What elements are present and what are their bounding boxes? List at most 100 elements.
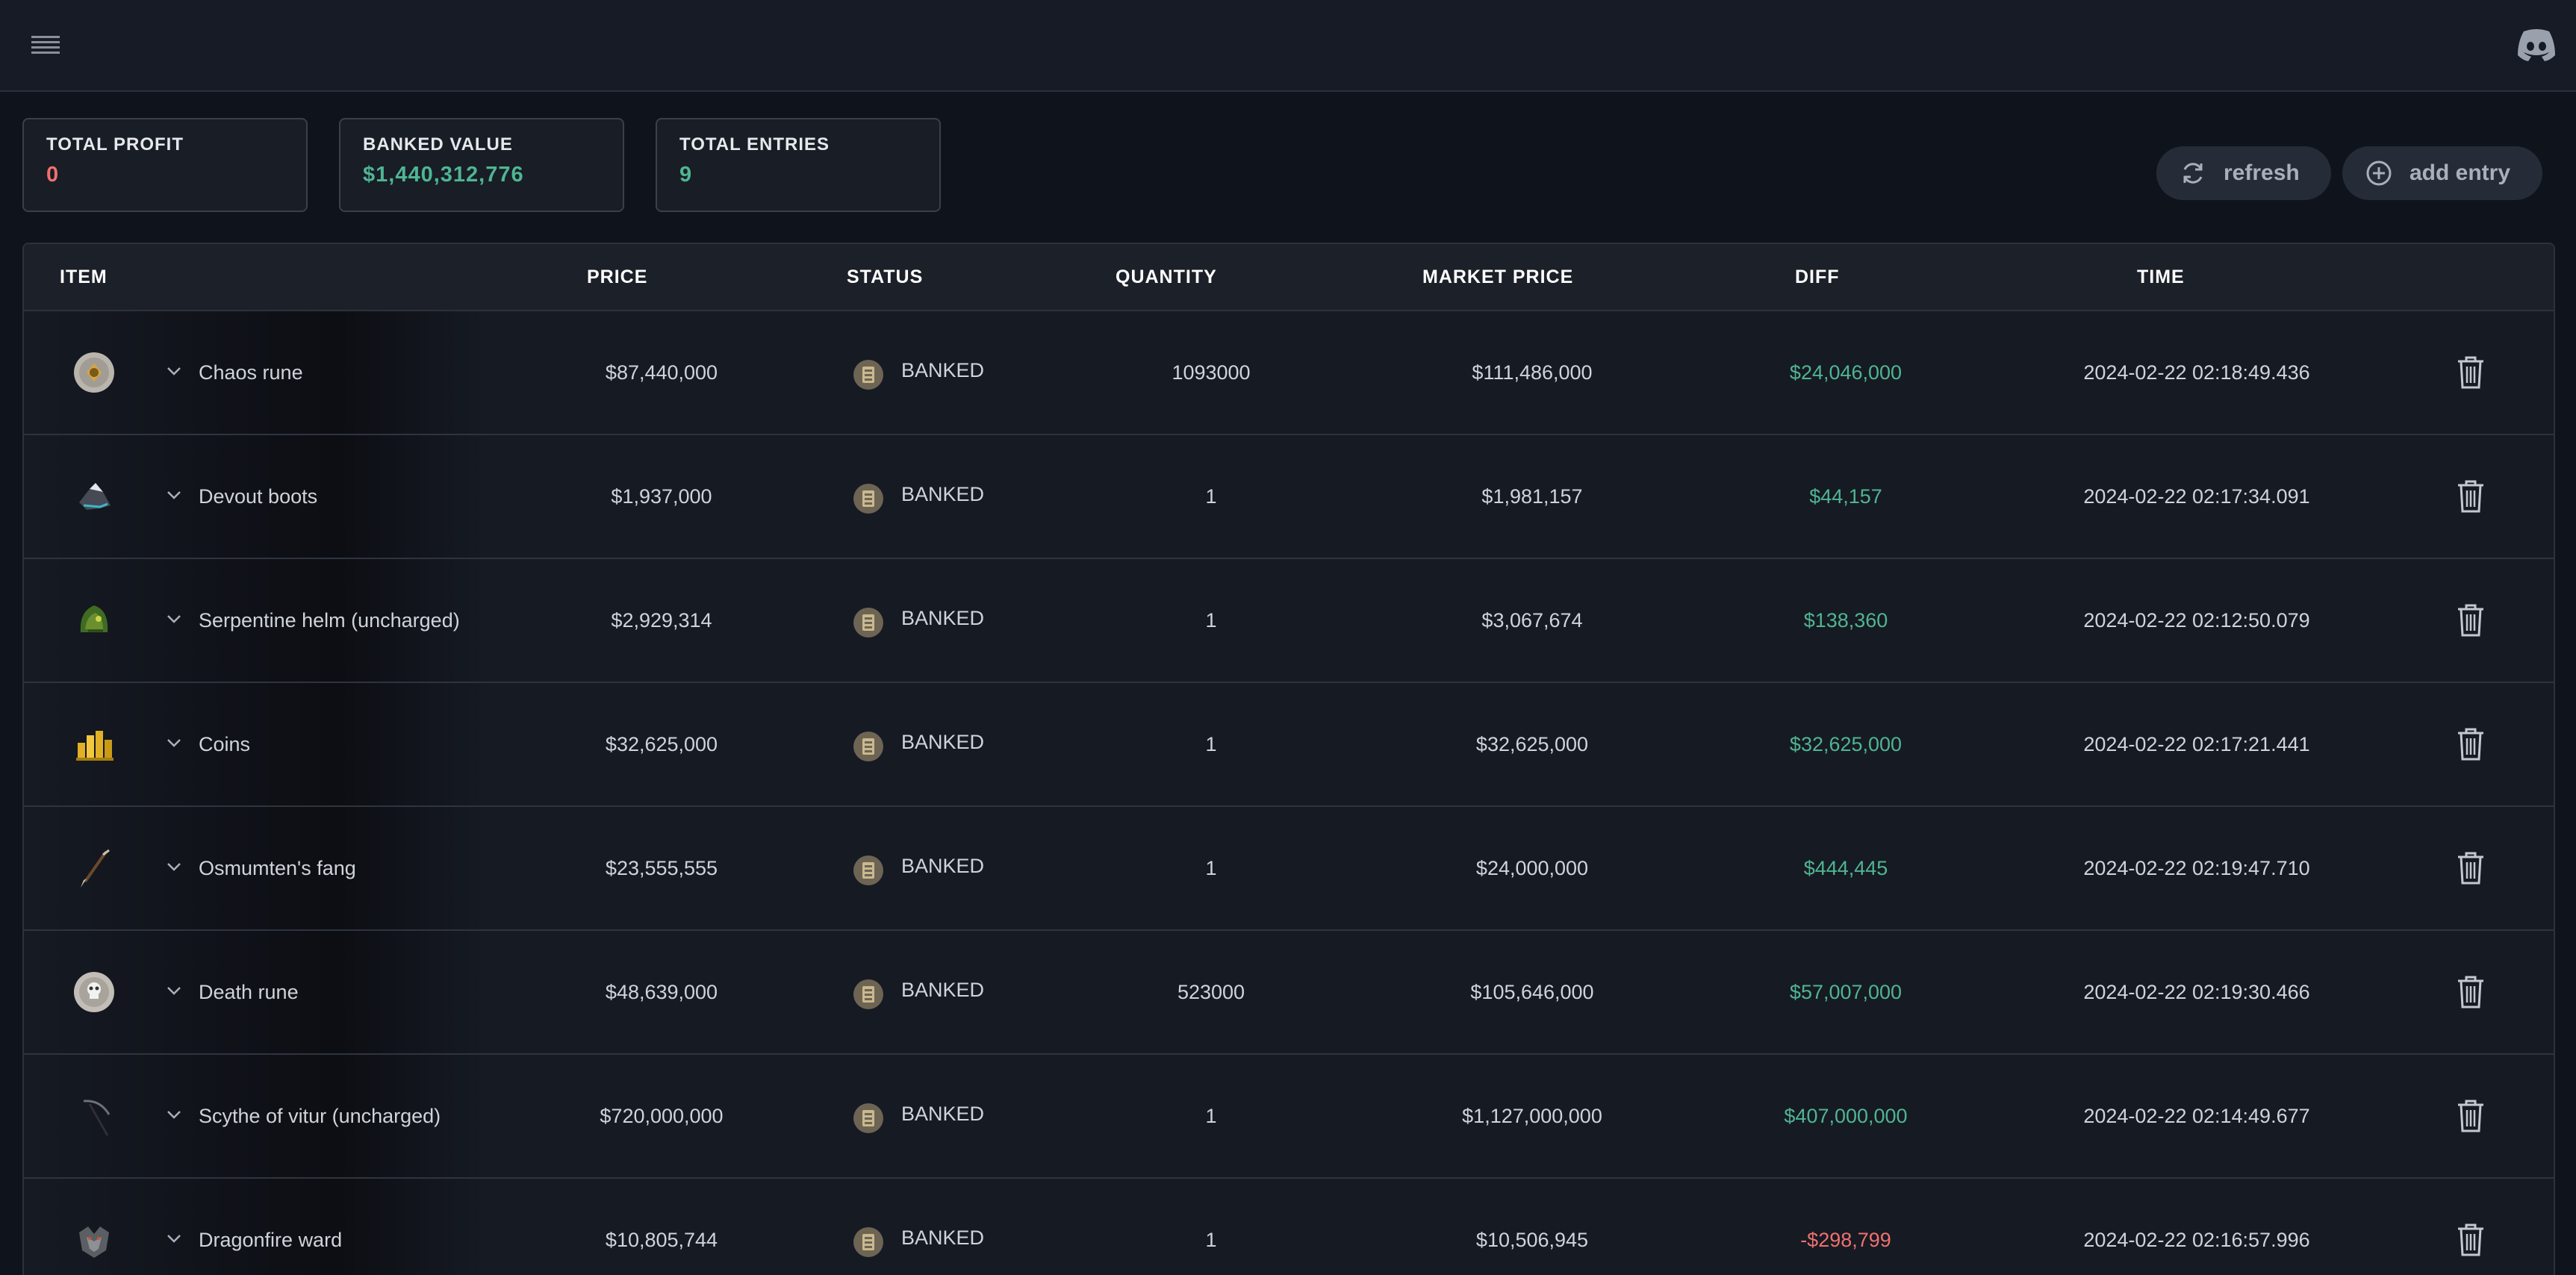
table-row[interactable]: Scythe of vitur (uncharged) $720,000,000… — [24, 1055, 2554, 1179]
price-cell: $87,440,000 — [605, 361, 718, 384]
chevron-down-icon[interactable] — [166, 738, 182, 748]
trash-icon[interactable] — [2455, 478, 2486, 514]
diff-cell: $407,000,000 — [1784, 1105, 1908, 1127]
total-entries-card: TOTAL ENTRIES 9 — [656, 118, 941, 212]
status-badge: BANKED — [901, 483, 985, 505]
quantity-cell: 1 — [1205, 1105, 1217, 1127]
trash-icon[interactable] — [2455, 355, 2486, 390]
devout-boots-icon — [70, 473, 118, 520]
header-price[interactable]: PRICE — [587, 266, 648, 287]
quantity-cell: 1 — [1205, 609, 1217, 632]
status-badge: BANKED — [901, 607, 985, 629]
refresh-button[interactable]: refresh — [2156, 146, 2331, 200]
trash-icon[interactable] — [2455, 1098, 2486, 1134]
bank-icon — [853, 855, 883, 885]
item-name: Death rune — [199, 981, 299, 1003]
table-row[interactable]: Dragonfire ward $10,805,744 BANKED 1 $10… — [24, 1179, 2554, 1275]
table-row[interactable]: Coins $32,625,000 BANKED 1 $32,625,000 $… — [24, 683, 2554, 807]
diff-cell: -$298,799 — [1800, 1229, 1891, 1251]
status-badge: BANKED — [901, 855, 985, 877]
bank-icon — [853, 608, 883, 638]
chevron-down-icon[interactable] — [166, 366, 182, 376]
header-quantity[interactable]: QUANTITY — [1116, 266, 1217, 287]
price-cell: $32,625,000 — [605, 733, 718, 755]
refresh-icon — [2183, 163, 2203, 184]
chevron-down-icon[interactable] — [166, 1233, 182, 1244]
market-price-cell: $1,127,000,000 — [1462, 1105, 1602, 1127]
market-price-cell: $10,506,945 — [1475, 1229, 1589, 1251]
price-cell: $1,937,000 — [611, 485, 712, 508]
trash-icon[interactable] — [2455, 602, 2486, 638]
market-price-cell: $111,486,000 — [1472, 361, 1593, 384]
death-rune-icon — [70, 968, 118, 1016]
chevron-down-icon[interactable] — [166, 861, 182, 872]
item-name: Chaos rune — [199, 361, 303, 384]
table-row[interactable]: Osmumten's fang $23,555,555 BANKED 1 $24… — [24, 807, 2554, 931]
total-profit-card: TOTAL PROFIT 0 — [22, 118, 308, 212]
table-row[interactable]: Devout boots $1,937,000 BANKED 1 $1,981,… — [24, 435, 2554, 559]
bank-icon — [853, 360, 883, 390]
item-name: Serpentine helm (uncharged) — [199, 609, 460, 632]
item-name: Dragonfire ward — [199, 1229, 343, 1251]
trash-icon[interactable] — [2455, 1222, 2486, 1258]
header-diff[interactable]: DIFF — [1795, 266, 1840, 287]
quantity-cell: 1 — [1205, 857, 1217, 879]
price-cell: $2,929,314 — [611, 609, 712, 632]
chevron-down-icon[interactable] — [166, 490, 182, 500]
add-entry-button[interactable]: add entry — [2342, 146, 2542, 200]
total-entries-value: 9 — [679, 163, 693, 187]
discord-icon[interactable] — [2515, 25, 2558, 64]
market-price-cell: $1,981,157 — [1481, 485, 1583, 508]
total-profit-label: TOTAL PROFIT — [46, 134, 184, 155]
time-cell: 2024-02-22 02:19:47.710 — [2083, 857, 2310, 879]
header-market-price[interactable]: MARKET PRICE — [1422, 266, 1574, 287]
entries-table: ITEM PRICE STATUS QUANTITY MARKET PRICE … — [22, 243, 2555, 1275]
diff-cell: $57,007,000 — [1789, 981, 1903, 1003]
header-item[interactable]: ITEM — [60, 266, 108, 287]
total-profit-value: 0 — [46, 163, 60, 187]
diff-cell: $44,157 — [1809, 485, 1882, 508]
price-cell: $720,000,000 — [600, 1105, 724, 1127]
banked-value-label: BANKED VALUE — [363, 134, 513, 155]
item-name: Scythe of vitur (uncharged) — [199, 1105, 441, 1127]
market-price-cell: $105,646,000 — [1470, 981, 1594, 1003]
chevron-down-icon[interactable] — [166, 985, 182, 996]
quantity-cell: 523000 — [1177, 981, 1245, 1003]
serpentine-helm-icon — [70, 596, 118, 644]
time-cell: 2024-02-22 02:18:49.436 — [2083, 361, 2310, 384]
banked-value-value: $1,440,312,776 — [363, 163, 524, 187]
status-badge: BANKED — [901, 731, 985, 753]
market-price-cell: $32,625,000 — [1475, 733, 1589, 755]
time-cell: 2024-02-22 02:17:34.091 — [2083, 485, 2310, 508]
market-price-cell: $3,067,674 — [1481, 609, 1583, 632]
item-name: Coins — [199, 733, 251, 755]
price-cell: $10,805,744 — [605, 1229, 718, 1251]
chaos-rune-icon — [70, 349, 118, 396]
quantity-cell: 1 — [1205, 1229, 1217, 1251]
bank-icon — [853, 484, 883, 514]
scythe-of-vitur-icon — [70, 1092, 118, 1140]
trash-icon[interactable] — [2455, 850, 2486, 886]
item-name: Osmumten's fang — [199, 857, 356, 879]
plus-circle-icon — [2366, 160, 2392, 186]
chevron-down-icon[interactable] — [166, 614, 182, 624]
add-entry-label: add entry — [2409, 160, 2511, 185]
chevron-down-icon[interactable] — [166, 1109, 182, 1120]
header-status[interactable]: STATUS — [847, 266, 924, 287]
quantity-cell: 1093000 — [1172, 361, 1251, 384]
dragonfire-ward-icon — [70, 1216, 118, 1264]
bank-icon — [853, 1103, 883, 1133]
table-row[interactable]: Death rune $48,639,000 BANKED 523000 $10… — [24, 931, 2554, 1055]
table-row[interactable]: Serpentine helm (uncharged) $2,929,314 B… — [24, 559, 2554, 683]
time-cell: 2024-02-22 02:19:30.466 — [2083, 981, 2310, 1003]
table-row[interactable]: Chaos rune $87,440,000 BANKED 1093000 $1… — [24, 311, 2554, 435]
diff-cell: $32,625,000 — [1789, 733, 1903, 755]
osmumtens-fang-icon — [70, 844, 118, 892]
time-cell: 2024-02-22 02:12:50.079 — [2083, 609, 2310, 632]
time-cell: 2024-02-22 02:17:21.441 — [2083, 733, 2310, 755]
trash-icon[interactable] — [2455, 974, 2486, 1010]
top-bar — [0, 0, 2576, 92]
header-time[interactable]: TIME — [2137, 266, 2185, 287]
trash-icon[interactable] — [2455, 726, 2486, 762]
hamburger-menu-icon[interactable] — [28, 30, 64, 61]
